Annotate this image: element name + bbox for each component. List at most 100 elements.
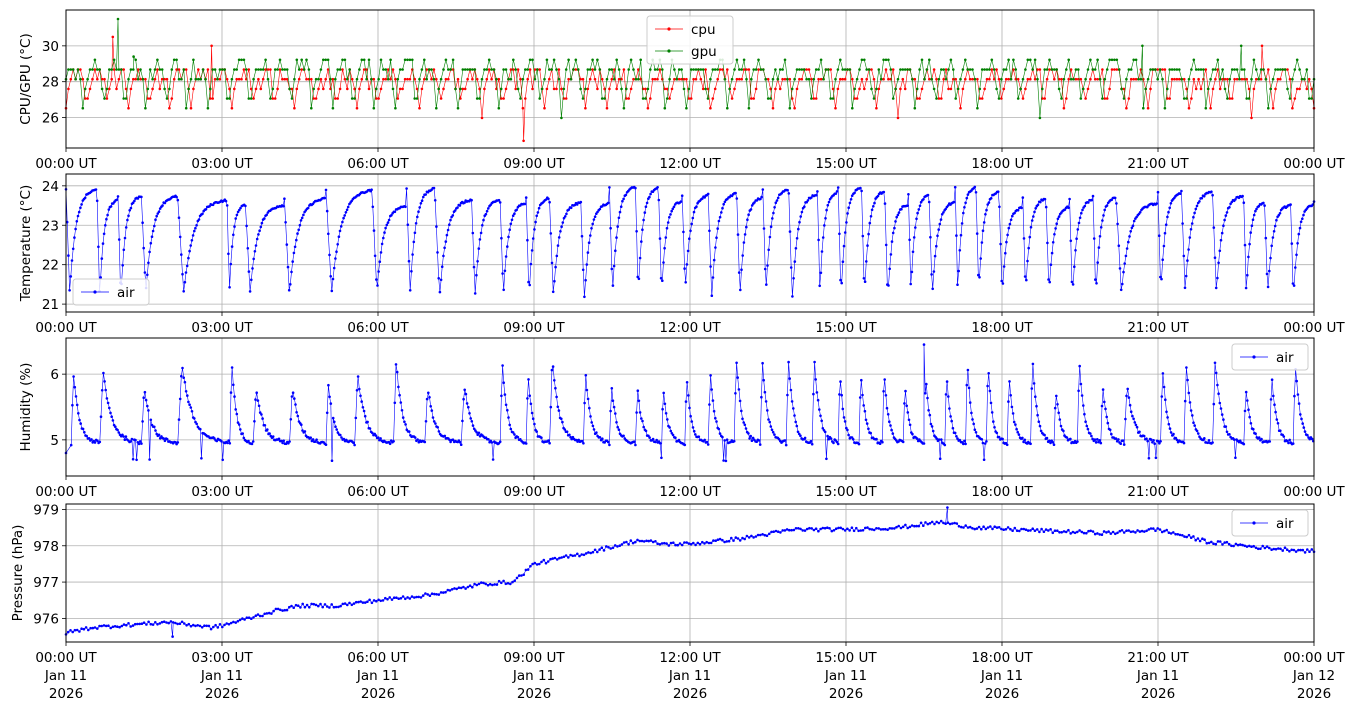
- data-point: [124, 435, 128, 438]
- data-point: [888, 267, 891, 271]
- y-tick-label: 23: [42, 218, 59, 234]
- data-point: [945, 380, 949, 383]
- data-point: [379, 58, 383, 62]
- data-point: [549, 557, 552, 561]
- data-point: [507, 77, 510, 81]
- data-point: [1134, 531, 1137, 534]
- data-point: [677, 68, 681, 71]
- data-point: [362, 68, 366, 71]
- data-point: [228, 97, 231, 100]
- data-point: [256, 399, 260, 402]
- data-point: [280, 439, 283, 443]
- data-point: [399, 597, 403, 600]
- data-point: [1223, 218, 1226, 222]
- data-point: [841, 407, 845, 411]
- legend-label-cpu: cpu: [691, 22, 716, 38]
- data-point: [904, 523, 907, 527]
- data-point: [841, 77, 844, 81]
- data-point: [404, 205, 407, 209]
- data-point: [569, 553, 572, 557]
- data-point: [547, 197, 550, 201]
- data-point: [665, 87, 669, 91]
- data-point: [663, 246, 666, 250]
- data-point: [81, 427, 85, 431]
- data-point: [903, 87, 907, 91]
- series-air: [64, 343, 1315, 463]
- data-point: [471, 77, 474, 81]
- data-point: [947, 87, 950, 91]
- data-point: [447, 77, 450, 81]
- data-point: [257, 77, 260, 81]
- data-point: [834, 106, 837, 110]
- data-point: [966, 526, 970, 529]
- data-point: [1244, 390, 1248, 394]
- data-point: [548, 200, 551, 204]
- data-point: [329, 275, 333, 278]
- data-point: [175, 58, 178, 62]
- data-point: [723, 77, 727, 81]
- data-point: [799, 434, 802, 438]
- data-point: [185, 264, 189, 268]
- data-point: [519, 97, 522, 100]
- data-point: [227, 622, 231, 626]
- data-point: [1180, 189, 1183, 193]
- data-point: [188, 403, 191, 407]
- data-point: [632, 68, 635, 71]
- data-point: [977, 525, 981, 529]
- data-point: [1292, 284, 1296, 287]
- data-point: [795, 87, 799, 91]
- data-point: [382, 77, 385, 81]
- data-point: [456, 206, 459, 209]
- data-point: [567, 208, 571, 211]
- data-point: [939, 218, 943, 221]
- data-point: [685, 77, 688, 81]
- data-point: [935, 244, 938, 248]
- data-point: [103, 380, 106, 383]
- data-point: [528, 283, 531, 287]
- data-point: [411, 58, 414, 62]
- data-point: [862, 404, 865, 407]
- data-point: [905, 404, 908, 408]
- legend-box: [1231, 509, 1309, 537]
- data-point: [658, 68, 662, 71]
- data-point: [656, 186, 659, 189]
- data-point: [586, 251, 590, 254]
- data-point: [974, 431, 978, 434]
- data-point: [209, 87, 212, 91]
- data-point: [1068, 197, 1071, 201]
- data-point: [325, 209, 329, 213]
- series-gpu: [64, 17, 1316, 120]
- data-point: [1027, 246, 1030, 250]
- data-point: [228, 442, 232, 445]
- data-point: [923, 77, 926, 81]
- data-point: [263, 217, 266, 220]
- data-point: [794, 527, 798, 530]
- data-point: [709, 541, 713, 545]
- data-point: [326, 68, 330, 71]
- data-point: [687, 394, 690, 397]
- data-point: [949, 87, 953, 91]
- data-point: [850, 194, 854, 197]
- data-point: [1058, 418, 1062, 421]
- data-point: [548, 77, 551, 81]
- data-point: [1310, 548, 1314, 551]
- data-point: [809, 439, 813, 443]
- data-point: [238, 208, 241, 212]
- data-point: [983, 87, 986, 91]
- data-point: [123, 236, 127, 240]
- data-point: [212, 625, 215, 629]
- data-point: [1000, 77, 1003, 81]
- data-point: [516, 87, 520, 91]
- data-point: [662, 391, 665, 395]
- data-point: [638, 539, 642, 543]
- data-point: [214, 623, 217, 627]
- data-point: [918, 68, 921, 71]
- data-point: [182, 376, 185, 380]
- data-point: [846, 527, 849, 531]
- data-point: [557, 409, 561, 412]
- data-point: [642, 218, 645, 222]
- data-point: [689, 68, 693, 71]
- data-point: [1162, 244, 1166, 248]
- data-point: [783, 58, 787, 62]
- data-point: [1186, 259, 1189, 262]
